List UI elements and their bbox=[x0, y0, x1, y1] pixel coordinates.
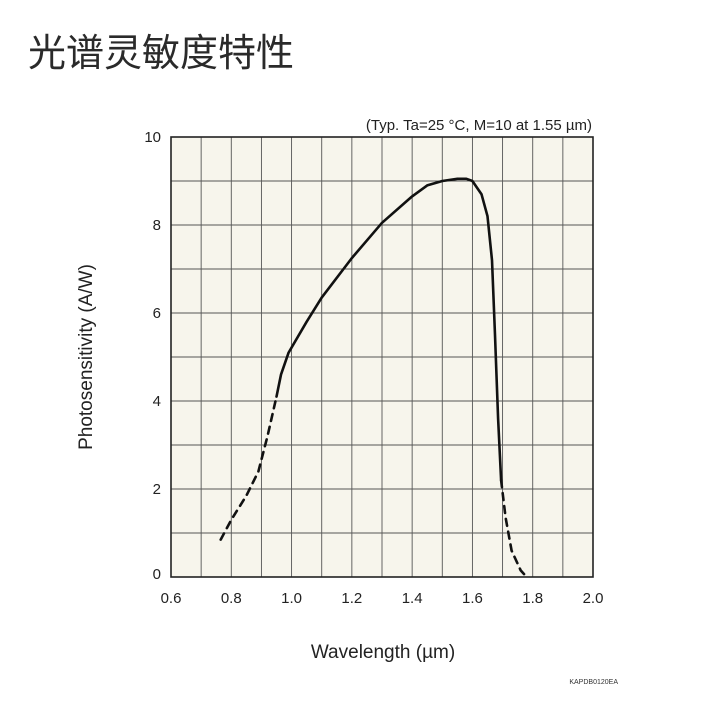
curve-segment-solid bbox=[275, 177, 503, 482]
x-tick-label: 0.6 bbox=[161, 590, 182, 607]
condition-note: (Typ. Ta=25 °C, M=10 at 1.55 µm) bbox=[366, 117, 592, 134]
x-tick-label: 0.8 bbox=[221, 590, 242, 607]
x-tick-label: 2.0 bbox=[583, 590, 604, 607]
x-axis-label: Wavelength (µm) bbox=[311, 642, 455, 663]
y-tick-label: 8 bbox=[153, 217, 161, 234]
series-curve bbox=[219, 177, 528, 579]
plot-frame bbox=[170, 136, 594, 578]
y-tick-labels: 0 2 4 6 8 10 bbox=[144, 129, 161, 583]
figure-code: KAPDB0120EA bbox=[569, 679, 618, 686]
y-tick-label: 0 bbox=[153, 566, 161, 583]
y-tick-label: 10 bbox=[144, 129, 161, 146]
x-tick-label: 1.0 bbox=[281, 590, 302, 607]
x-tick-labels: 0.6 0.8 1.0 1.2 1.4 1.6 1.8 2.0 bbox=[161, 590, 604, 607]
page-title: 光谱灵敏度特性 bbox=[28, 31, 295, 75]
y-tick-label: 4 bbox=[153, 393, 161, 410]
grid bbox=[171, 137, 593, 577]
y-tick-label: 2 bbox=[153, 481, 161, 498]
x-tick-label: 1.6 bbox=[462, 590, 483, 607]
x-tick-label: 1.2 bbox=[341, 590, 362, 607]
curve-segment-dashed bbox=[219, 395, 278, 541]
x-tick-label: 1.8 bbox=[522, 590, 543, 607]
curve-segment-dashed bbox=[499, 478, 528, 579]
x-tick-label: 1.4 bbox=[402, 590, 423, 607]
y-axis-label: Photosensitivity (A/W) bbox=[76, 264, 97, 450]
y-tick-label: 6 bbox=[153, 305, 161, 322]
